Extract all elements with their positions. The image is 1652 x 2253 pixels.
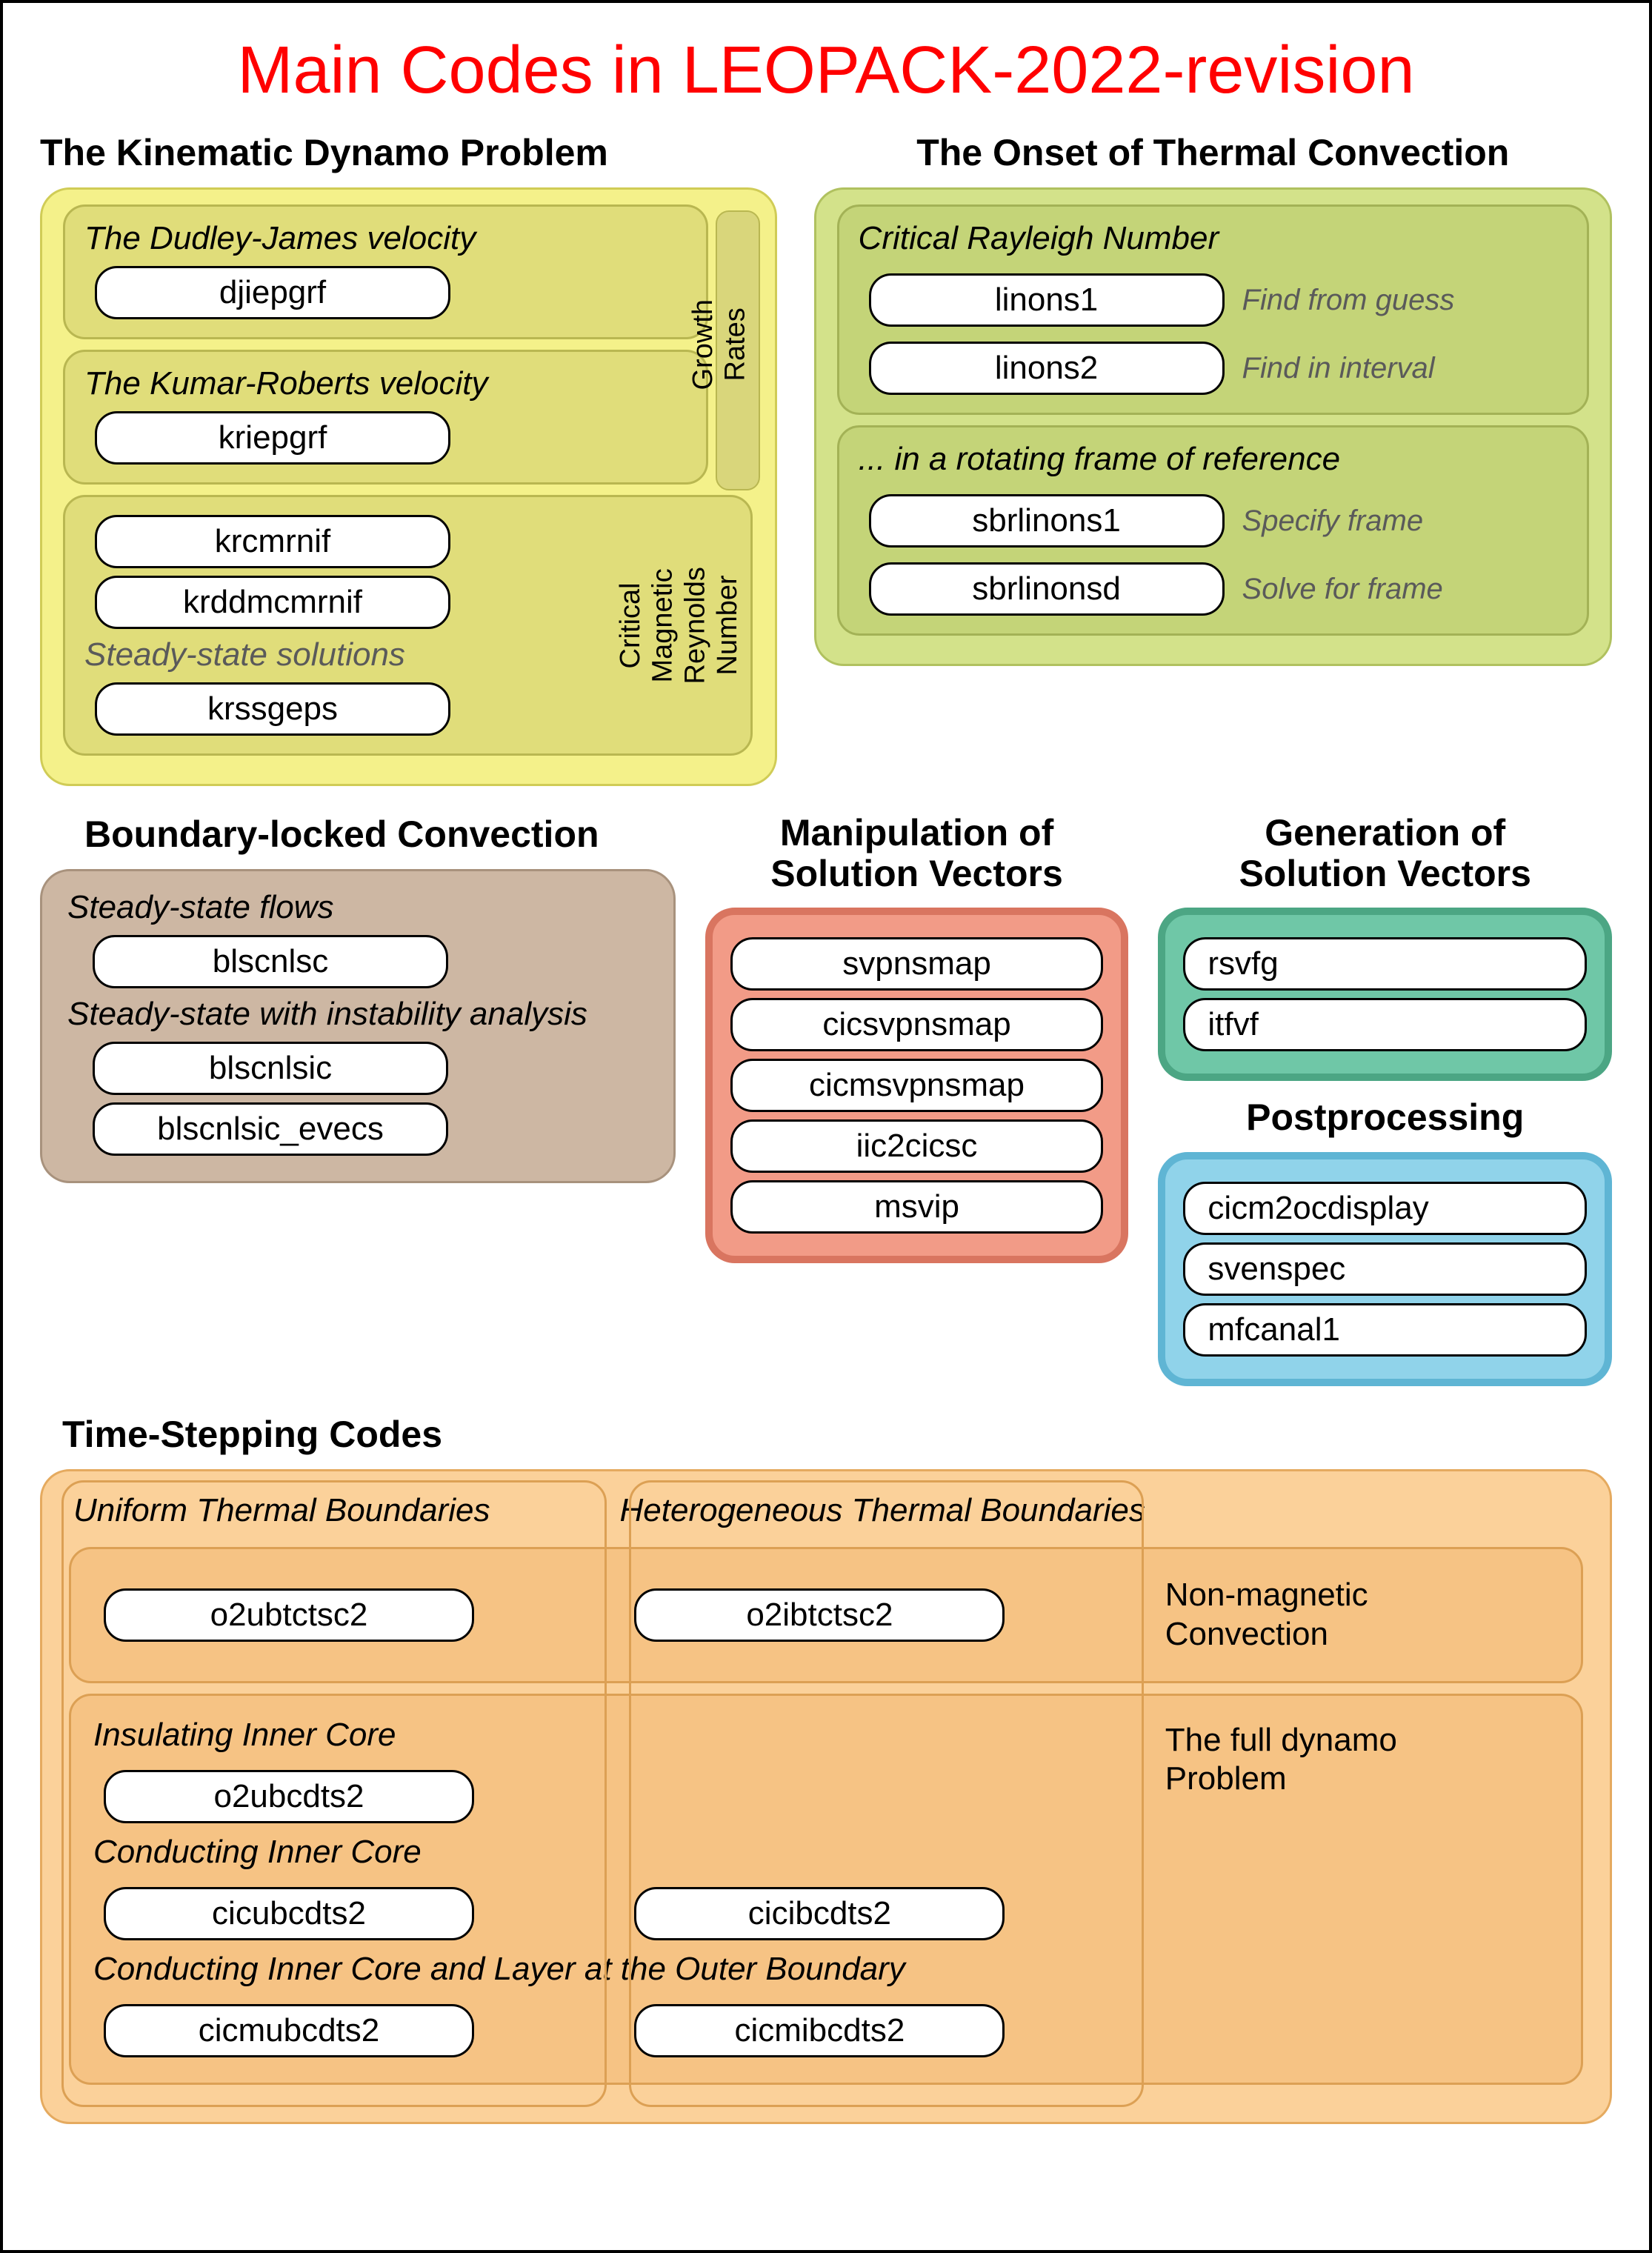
code-blscnlsc: blscnlsc xyxy=(93,935,448,988)
ts-layer-label: Conducting Inner Core and Layer at the O… xyxy=(93,1951,1150,1988)
code-msvip: msvip xyxy=(730,1180,1104,1234)
code-krssgeps: krssgeps xyxy=(95,682,450,736)
code-krcmrnif: krcmrnif xyxy=(95,515,450,568)
code-itfvf: itfvf xyxy=(1183,998,1587,1051)
note-sbrlinonsd: Solve for frame xyxy=(1225,573,1443,606)
gen-post-column: Generation of Solution Vectors rsvfg itf… xyxy=(1158,813,1612,1386)
code-cicmsvpnsmap: cicmsvpnsmap xyxy=(730,1059,1104,1112)
manip-heading: Manipulation of Solution Vectors xyxy=(705,813,1129,894)
code-svenspec: svenspec xyxy=(1183,1242,1587,1296)
blc-instab-label: Steady-state with instability analysis xyxy=(67,996,653,1033)
note-sbrlinons1: Specify frame xyxy=(1225,505,1424,538)
code-blscnlsic-evecs: blscnlsic_evecs xyxy=(93,1102,448,1156)
post-panel: cicm2ocdisplay svenspec mfcanal1 xyxy=(1158,1152,1612,1386)
code-kriepgrf: kriepgrf xyxy=(95,411,450,465)
kr-title: The Kumar-Roberts velocity xyxy=(84,365,691,402)
top-row: The Kinematic Dynamo Problem Growth Rate… xyxy=(40,131,1612,786)
onset-heading: The Onset of Thermal Convection xyxy=(814,131,1612,174)
timestepping-section: Time-Stepping Codes Uniform Thermal Boun… xyxy=(40,1413,1612,2124)
mid-row: Boundary-locked Convection Steady-state … xyxy=(40,813,1612,1386)
ts-conducting-label: Conducting Inner Core xyxy=(93,1834,1150,1871)
code-cicsvpnsmap: cicsvpnsmap xyxy=(730,998,1104,1051)
manip-section: Manipulation of Solution Vectors svpnsma… xyxy=(705,813,1129,1263)
code-cicibcdts2: cicibcdts2 xyxy=(634,1887,1005,1940)
blc-heading: Boundary-locked Convection xyxy=(84,813,676,856)
code-djiepgrf: djiepgrf xyxy=(95,266,450,319)
code-svpnsmap: svpnsmap xyxy=(730,937,1104,991)
manip-panel: svpnsmap cicsvpnsmap cicmsvpnsmap iic2ci… xyxy=(705,908,1129,1263)
code-o2ibtctsc2: o2ibtctsc2 xyxy=(634,1588,1005,1642)
dj-title: The Dudley-James velocity xyxy=(84,220,691,257)
code-o2ubcdts2: o2ubcdts2 xyxy=(104,1770,474,1823)
kinematic-heading: The Kinematic Dynamo Problem xyxy=(40,131,777,174)
rotating-subpanel: ... in a rotating frame of reference sbr… xyxy=(837,425,1589,636)
code-iic2cicsc: iic2cicsc xyxy=(730,1119,1104,1173)
note-linons1: Find from guess xyxy=(1225,284,1455,317)
kinematic-section: The Kinematic Dynamo Problem Growth Rate… xyxy=(40,131,777,786)
code-mfcanal1: mfcanal1 xyxy=(1183,1303,1587,1357)
ts-insulating-label: Insulating Inner Core xyxy=(93,1717,1150,1754)
ts-col1-label: Uniform Thermal Boundaries xyxy=(73,1492,616,1529)
code-blscnlsic: blscnlsic xyxy=(93,1042,448,1095)
post-heading: Postprocessing xyxy=(1158,1096,1612,1139)
gen-panel: rsvfg itfvf xyxy=(1158,908,1612,1081)
ts-panel: Uniform Thermal Boundaries Heterogeneous… xyxy=(40,1469,1612,2124)
ts-full-label: The full dynamo Problem xyxy=(1150,1714,1563,2065)
code-o2ubtctsc2: o2ubtctsc2 xyxy=(104,1588,474,1642)
code-cicmibcdts2: cicmibcdts2 xyxy=(634,2004,1005,2057)
ts-heading: Time-Stepping Codes xyxy=(62,1413,1612,1456)
code-cicm2ocdisplay: cicm2ocdisplay xyxy=(1183,1182,1587,1235)
code-cicmubcdts2: cicmubcdts2 xyxy=(104,2004,474,2057)
code-cicubcdts2: cicubcdts2 xyxy=(104,1887,474,1940)
gen-section: Generation of Solution Vectors rsvfg itf… xyxy=(1158,813,1612,1081)
gen-heading: Generation of Solution Vectors xyxy=(1158,813,1612,894)
rotating-title: ... in a rotating frame of reference xyxy=(859,441,1572,478)
onset-section: The Onset of Thermal Convection Critical… xyxy=(814,131,1612,666)
rayleigh-subpanel: Critical Rayleigh Number linons1 Find fr… xyxy=(837,204,1589,415)
kinematic-panel: Growth Rates The Dudley-James velocity d… xyxy=(40,187,777,786)
code-krddmcmrnif: krddmcmrnif xyxy=(95,576,450,629)
note-linons2: Find in interval xyxy=(1225,352,1435,385)
code-linons1: linons1 xyxy=(869,273,1225,327)
blc-section: Boundary-locked Convection Steady-state … xyxy=(40,813,676,1183)
critmag-subpanel: Critical Magnetic Reynolds Number krcmrn… xyxy=(63,495,753,756)
code-rsvfg: rsvfg xyxy=(1183,937,1587,991)
ts-col2-label: Heterogeneous Thermal Boundaries xyxy=(620,1492,1282,1529)
blc-panel: Steady-state flows blscnlsc Steady-state… xyxy=(40,869,676,1183)
steady-label: Steady-state solutions xyxy=(84,636,684,673)
page-title: Main Codes in LEOPACK-2022-revision xyxy=(40,33,1612,109)
ts-nonmag-label: Non-magnetic Convection xyxy=(1150,1576,1563,1654)
code-sbrlinons1: sbrlinons1 xyxy=(869,494,1225,548)
dj-subpanel: The Dudley-James velocity djiepgrf xyxy=(63,204,708,339)
diagram-frame: Main Codes in LEOPACK-2022-revision The … xyxy=(0,0,1652,2253)
blc-steady-label: Steady-state flows xyxy=(67,889,653,926)
growth-rates-label: Growth Rates xyxy=(687,275,752,415)
kr-subpanel: The Kumar-Roberts velocity kriepgrf xyxy=(63,350,708,485)
post-section: Postprocessing cicm2ocdisplay svenspec m… xyxy=(1158,1096,1612,1386)
ts-nonmag-subpanel: o2ubtctsc2 o2ibtctsc2 Non-magnetic Conve… xyxy=(69,1547,1583,1683)
critmag-vlabel: Critical Magnetic Reynolds Number xyxy=(615,562,745,690)
code-linons2: linons2 xyxy=(869,342,1225,395)
code-sbrlinonsd: sbrlinonsd xyxy=(869,562,1225,616)
ts-full-subpanel: Insulating Inner Core o2ubcdts2 Conducti… xyxy=(69,1694,1583,2085)
rayleigh-title: Critical Rayleigh Number xyxy=(859,220,1572,257)
onset-panel: Critical Rayleigh Number linons1 Find fr… xyxy=(814,187,1612,666)
